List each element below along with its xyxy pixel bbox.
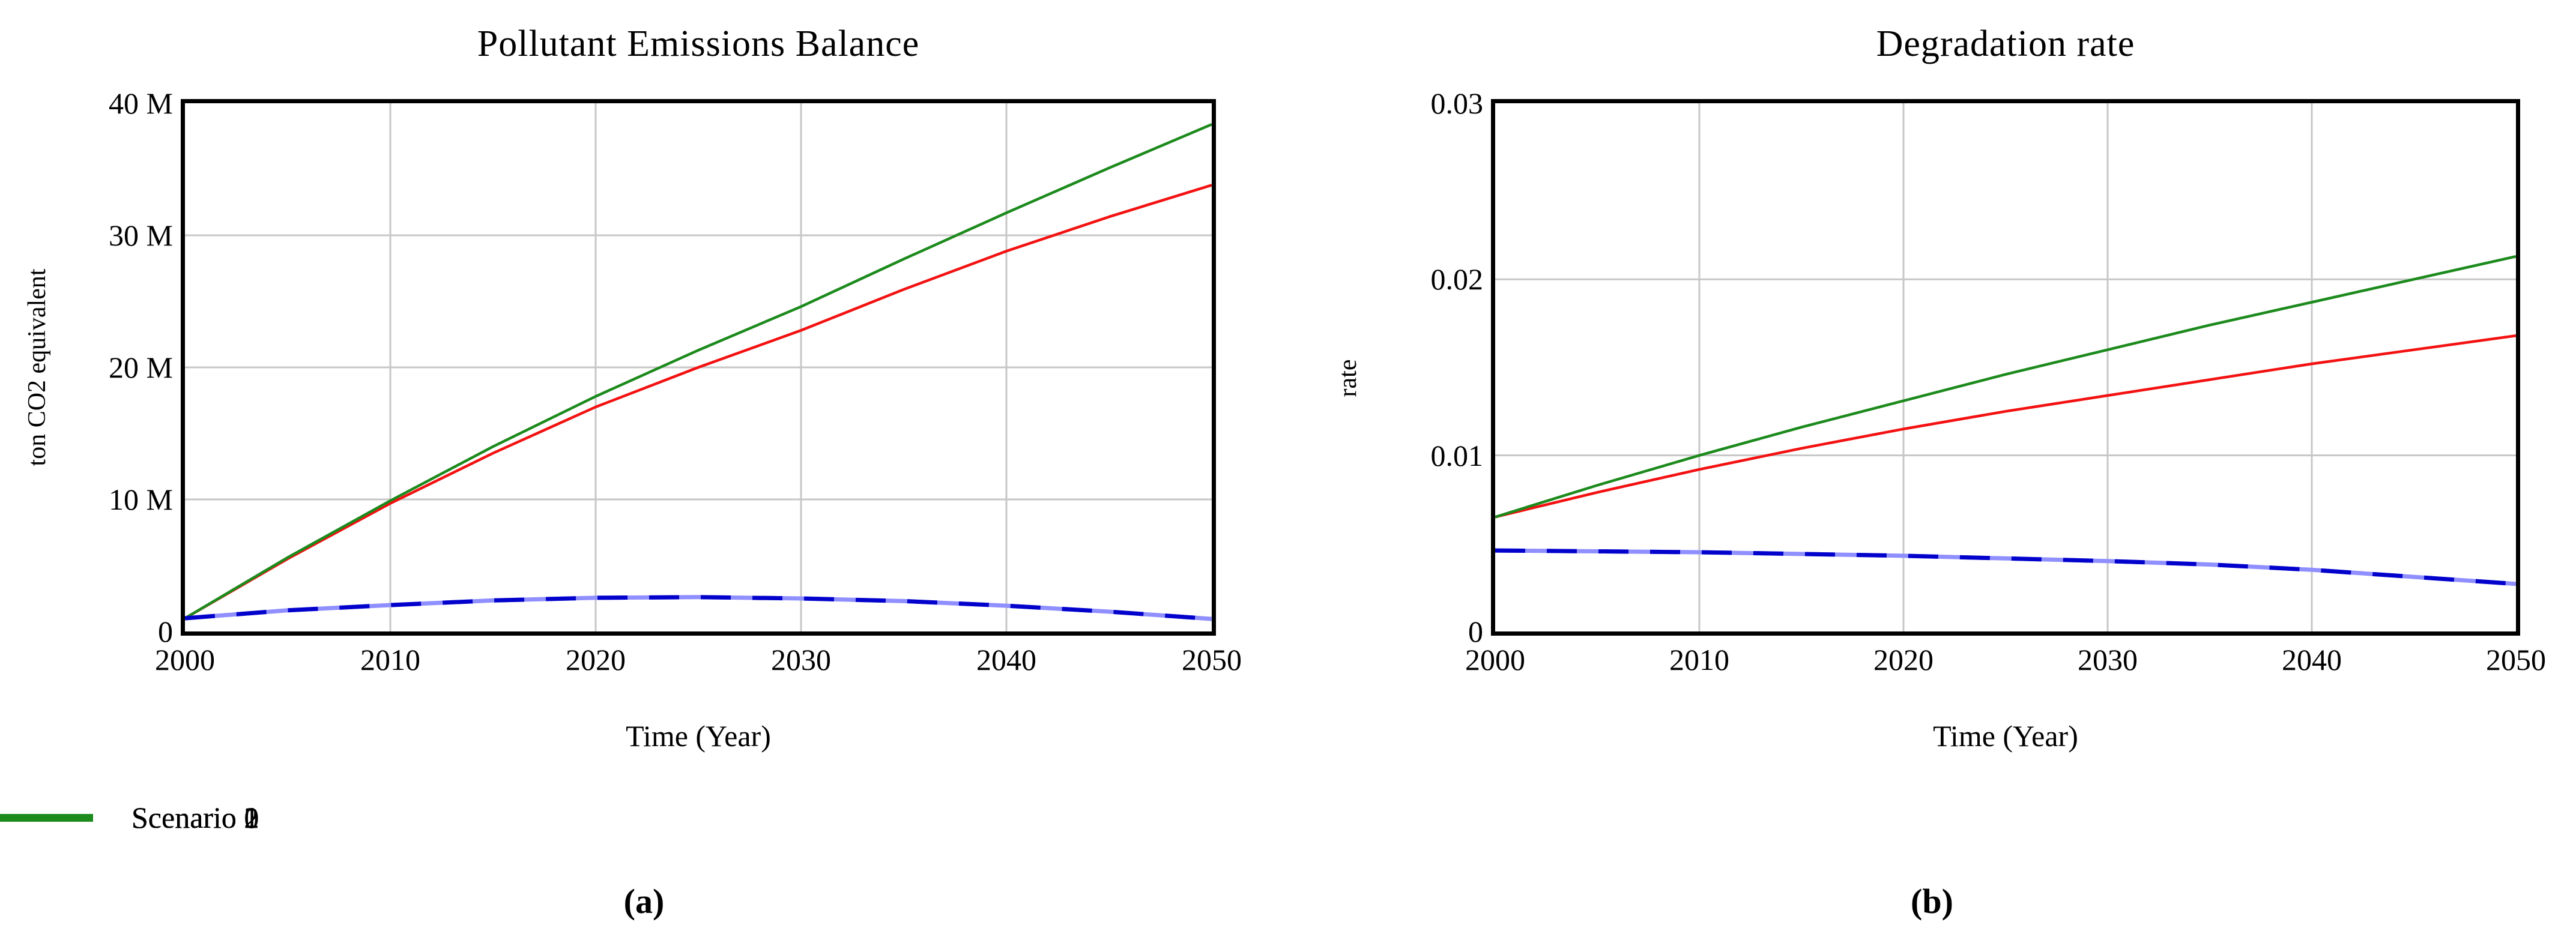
x-axis-title: Time (Year) bbox=[1933, 719, 2078, 753]
y-tick-label: 0 bbox=[1468, 615, 1483, 648]
chart-title: Degradation rate bbox=[1876, 23, 2135, 64]
y-tick-label: 0.03 bbox=[1430, 86, 1484, 120]
x-tick-label: 2000 bbox=[155, 643, 215, 676]
legend-label: Scenario 0 bbox=[132, 801, 259, 834]
x-tick-label: 2040 bbox=[976, 643, 1036, 676]
legend-swatch-scenario-0 bbox=[0, 813, 93, 822]
plot-area bbox=[1491, 99, 2520, 636]
y-tick-label: 0 bbox=[158, 615, 173, 648]
x-tick-label: 2020 bbox=[566, 643, 626, 676]
x-tick-label: 2030 bbox=[2078, 643, 2138, 676]
plot-area bbox=[181, 99, 1216, 636]
subfigure-caption-a: (a) bbox=[623, 882, 665, 921]
legend-label: Scenario 1 bbox=[132, 801, 259, 834]
series-line-scenario-0 bbox=[1495, 255, 2516, 519]
y-tick-label: 40 M bbox=[109, 86, 173, 120]
series-line-scenario-2 bbox=[185, 595, 1212, 621]
x-tick-label: 2040 bbox=[2282, 643, 2342, 676]
y-tick-label: 30 M bbox=[109, 218, 173, 252]
legend-label: Scenario 2 bbox=[132, 801, 259, 834]
series-line-scenario-1 bbox=[185, 184, 1212, 619]
legend-label: Scenario 0 bbox=[132, 801, 259, 834]
series-line-scenario-2 bbox=[1495, 548, 2516, 586]
x-axis-title: Time (Year) bbox=[626, 719, 771, 753]
chart-canvas bbox=[1495, 103, 2516, 631]
x-tick-label: 2020 bbox=[1873, 643, 1934, 676]
chart-canvas bbox=[185, 103, 1212, 631]
x-tick-label: 2050 bbox=[2486, 643, 2546, 676]
legend-label: Scenario 2 bbox=[132, 801, 259, 834]
series-line-casing-scenario-2 bbox=[1495, 548, 2516, 586]
y-axis-label: rate bbox=[1334, 359, 1362, 397]
y-tick-label: 0.02 bbox=[1430, 262, 1484, 297]
x-tick-label: 2030 bbox=[771, 643, 831, 676]
legend-label: Scenario 1 bbox=[132, 801, 259, 834]
y-tick-label: 0.01 bbox=[1430, 438, 1484, 472]
series-line-scenario-1 bbox=[1495, 334, 2516, 519]
x-tick-label: 2010 bbox=[360, 643, 420, 676]
legend-item: Scenario 0 bbox=[0, 798, 259, 837]
y-tick-label: 20 M bbox=[109, 351, 173, 384]
subfigure-caption-b: (b) bbox=[1911, 882, 1953, 921]
y-tick-label: 10 M bbox=[109, 483, 173, 516]
chart-title: Pollutant Emissions Balance bbox=[477, 23, 920, 64]
x-tick-label: 2010 bbox=[1669, 643, 1729, 676]
x-tick-label: 2050 bbox=[1182, 643, 1242, 676]
series-line-scenario-0 bbox=[185, 123, 1212, 619]
x-tick-label: 2000 bbox=[1465, 643, 1525, 676]
